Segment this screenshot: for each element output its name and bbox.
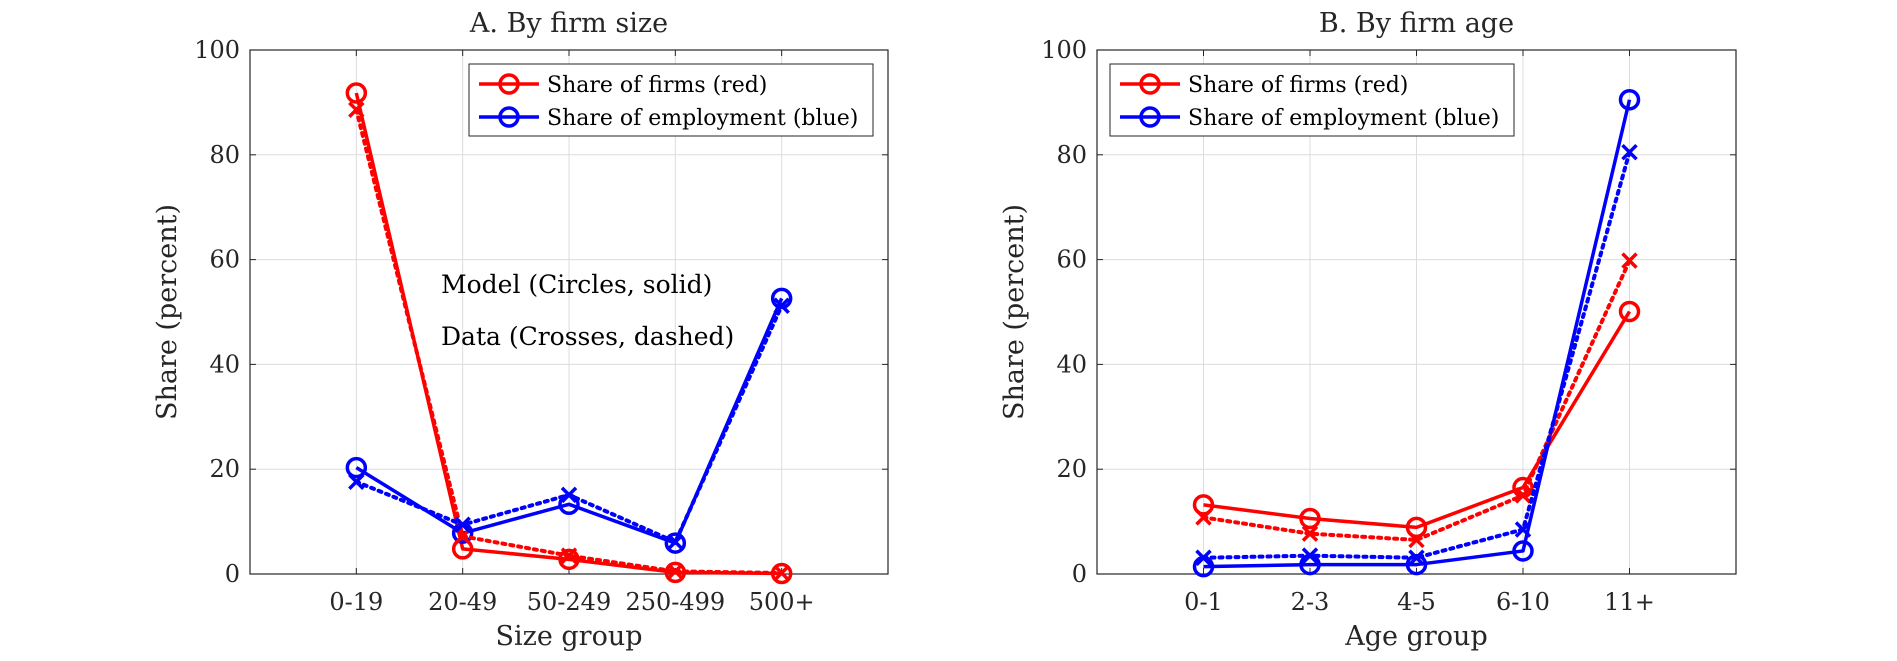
data-point-circle [1405,516,1428,539]
legend-entry: Share of employment (blue) [547,106,858,131]
x-axis-label: Size group [495,621,642,652]
y-axis-label: Share (percent) [999,204,1030,420]
x-tick-label: 0-1 [1184,588,1223,616]
legend-marker [498,106,520,128]
data-point-circle [1512,540,1534,562]
legend-marker [498,73,520,95]
data-point-cross [1621,252,1638,269]
chart-title: B. By firm age [1319,8,1514,39]
legend-box [1109,63,1515,137]
data-point-circle [1192,494,1215,516]
series-data-red [1195,252,1638,549]
x-tick-label: 0-19 [329,588,383,616]
data-point-cross [1514,521,1532,538]
legend-entry: Share of firms (red) [1188,73,1408,98]
y-tick-label: 40 [209,350,240,378]
data-point-cross [1301,547,1319,564]
x-axis-label: Age group [1344,621,1487,652]
legend: Share of firms (red) Share of employment … [468,63,874,137]
x-tick-label: 6-10 [1496,588,1550,616]
x-tick-label: 500+ [749,588,815,616]
y-tick-label: 80 [1056,141,1087,169]
legend-entry: Share of firms (red) [547,73,767,98]
legend: Share of firms (red) Share of employment … [1109,63,1515,137]
data-point-cross [348,473,365,491]
y-tick-label: 20 [1056,455,1087,483]
data-point-cross [560,547,578,564]
data-point-cross [773,564,790,582]
x-tick-label: 250-499 [625,588,725,616]
data-point-circle [1618,300,1641,323]
x-tick-label: 4-5 [1397,588,1436,616]
data-point-circle [1618,89,1641,111]
data-point-cross [348,101,365,118]
data-point-cross [1514,487,1532,504]
data-point-circle [1299,507,1321,530]
data-point-cross [1195,509,1212,526]
data-point-cross [1301,525,1319,542]
data-point-cross [1408,531,1425,549]
data-point-cross [454,516,471,533]
y-tick-label: 100 [1041,36,1087,64]
data-point-cross [1408,549,1425,566]
series-line [1203,310,1631,530]
y-tick-label: 0 [225,560,240,588]
data-point-circle [451,538,474,560]
data-point-circle [345,456,368,479]
legend-box [468,63,874,137]
data-point-cross [773,297,790,314]
y-tick-label: 100 [194,36,240,64]
y-tick-label: 60 [209,246,240,274]
y-tick-label: 80 [209,141,240,169]
data-point-cross [1195,549,1212,566]
data-point-circle [345,82,368,104]
x-tick-label: 2-3 [1291,588,1330,616]
panel-a: 0 20 40 60 80 100 0-19 20-49 50-249 250-499 500+ A.… [152,8,889,652]
data-point-circle [664,532,687,554]
series-data-blue [348,297,790,551]
chart-title: A. By firm size [469,8,668,39]
legend-marker [1139,73,1161,95]
x-tick-label: 11+ [1604,588,1655,616]
series-data-blue [1195,143,1638,566]
series-line [1201,150,1632,560]
legend-marker [1139,106,1161,128]
data-point-cross [560,486,578,504]
legend-entry: Share of employment (blue) [1188,106,1499,131]
x-tick-label: 20-49 [428,588,497,616]
data-point-cross [667,533,684,551]
data-point-circle [558,548,580,571]
panel-b: 0 20 40 60 80 100 0-1 2-3 4-5 6-10 11+ B. By firm a… [999,8,1737,652]
data-point-cross [667,563,684,580]
y-axis-label: Share (percent) [152,204,183,420]
annotation-text: Model (Circles, solid) [441,270,712,299]
y-tick-label: 40 [1056,350,1087,378]
data-point-cross [1621,143,1638,161]
y-tick-label: 20 [209,455,240,483]
series-data-red [348,101,790,582]
annotation-text: Data (Crosses, dashed) [441,322,734,351]
y-tick-label: 60 [1056,246,1087,274]
y-tick-label: 0 [1072,560,1087,588]
x-tick-label: 50-249 [527,588,611,616]
